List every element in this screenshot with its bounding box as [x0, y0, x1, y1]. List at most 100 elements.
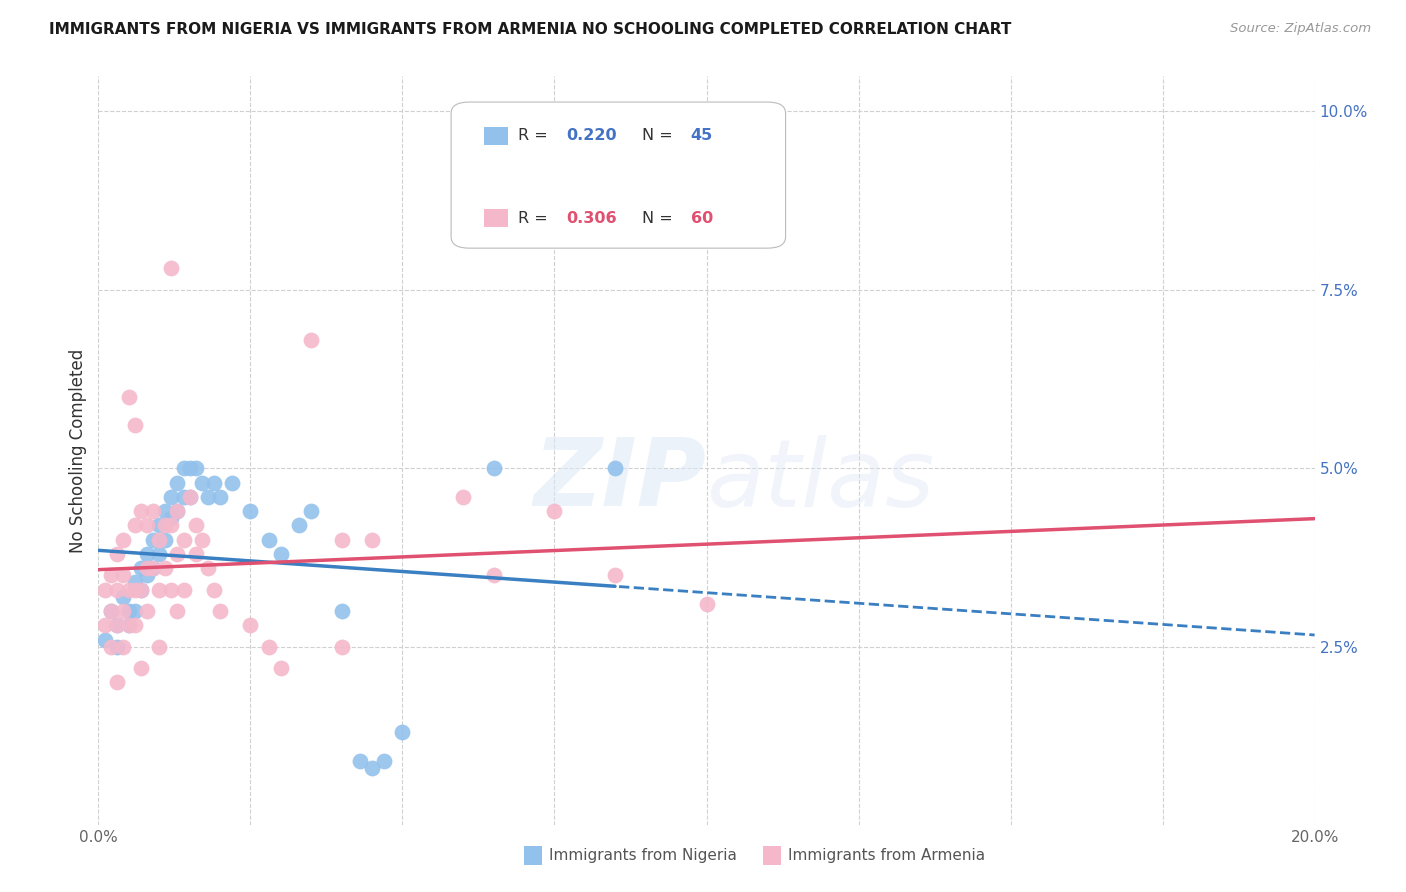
Point [142, 533, 165, 547]
FancyBboxPatch shape [451, 102, 786, 248]
Point [124, 518, 146, 533]
Point [124, 582, 146, 597]
Text: Immigrants from Armenia: Immigrants from Armenia [787, 848, 986, 863]
Point [270, 547, 292, 561]
Point [100, 640, 122, 654]
Text: N =: N = [643, 128, 678, 144]
Point [136, 604, 159, 618]
Point [105, 640, 128, 654]
Point [166, 475, 188, 490]
Point [173, 490, 195, 504]
Point [160, 518, 183, 533]
Point [202, 582, 225, 597]
Point [173, 461, 195, 475]
Y-axis label: No Schooling Completed: No Schooling Completed [69, 349, 87, 552]
Point [124, 618, 146, 632]
Point [105, 675, 128, 690]
Point [129, 561, 152, 575]
Point [202, 475, 225, 490]
Point [179, 461, 201, 475]
Point [118, 390, 141, 404]
Text: 60: 60 [690, 211, 713, 226]
Text: R =: R = [517, 211, 553, 226]
Point [100, 604, 122, 618]
Point [605, 568, 627, 582]
Point [118, 604, 141, 618]
Point [105, 618, 128, 632]
Point [111, 533, 134, 547]
Point [93, 632, 115, 647]
Point [209, 604, 232, 618]
Point [166, 504, 188, 518]
Point [299, 333, 322, 347]
Point [111, 568, 134, 582]
Point [482, 461, 505, 475]
Point [129, 504, 152, 518]
Point [105, 618, 128, 632]
Point [142, 561, 165, 575]
Point [129, 582, 152, 597]
Point [160, 261, 183, 276]
Point [118, 582, 141, 597]
Text: atlas: atlas [707, 435, 935, 526]
Point [361, 533, 384, 547]
FancyBboxPatch shape [484, 210, 509, 227]
Point [129, 661, 152, 675]
Point [270, 661, 292, 675]
Point [155, 533, 177, 547]
Point [191, 475, 214, 490]
Point [191, 533, 214, 547]
Point [155, 518, 177, 533]
Point [391, 725, 413, 739]
Point [239, 618, 262, 632]
Point [166, 547, 188, 561]
Point [118, 618, 141, 632]
Point [160, 511, 183, 525]
Point [148, 533, 170, 547]
Point [160, 582, 183, 597]
Text: 0.306: 0.306 [567, 211, 617, 226]
Point [124, 418, 146, 433]
Point [124, 604, 146, 618]
Point [330, 604, 353, 618]
Point [221, 475, 243, 490]
Point [93, 582, 115, 597]
Point [166, 504, 188, 518]
Text: Immigrants from Nigeria: Immigrants from Nigeria [548, 848, 737, 863]
Point [148, 547, 170, 561]
Point [330, 533, 353, 547]
Point [330, 640, 353, 654]
Text: Source: ZipAtlas.com: Source: ZipAtlas.com [1230, 22, 1371, 36]
Point [453, 490, 475, 504]
Point [173, 533, 195, 547]
Point [155, 561, 177, 575]
Point [129, 582, 152, 597]
Point [696, 597, 718, 611]
Point [482, 568, 505, 582]
Point [155, 504, 177, 518]
Point [184, 518, 207, 533]
Point [118, 618, 141, 632]
Text: IMMIGRANTS FROM NIGERIA VS IMMIGRANTS FROM ARMENIA NO SCHOOLING COMPLETED CORREL: IMMIGRANTS FROM NIGERIA VS IMMIGRANTS FR… [49, 22, 1011, 37]
Point [166, 604, 188, 618]
Point [148, 518, 170, 533]
Point [257, 533, 280, 547]
Point [105, 547, 128, 561]
Point [105, 582, 128, 597]
Point [299, 504, 322, 518]
Point [136, 561, 159, 575]
Point [361, 761, 384, 775]
Point [100, 604, 122, 618]
Point [197, 561, 219, 575]
Point [136, 518, 159, 533]
Point [111, 604, 134, 618]
Point [142, 561, 165, 575]
Point [173, 582, 195, 597]
Point [111, 640, 134, 654]
FancyBboxPatch shape [484, 127, 509, 145]
Text: 0.220: 0.220 [567, 128, 617, 144]
Point [179, 490, 201, 504]
Point [184, 547, 207, 561]
Point [93, 618, 115, 632]
Text: ZIP: ZIP [534, 434, 707, 526]
